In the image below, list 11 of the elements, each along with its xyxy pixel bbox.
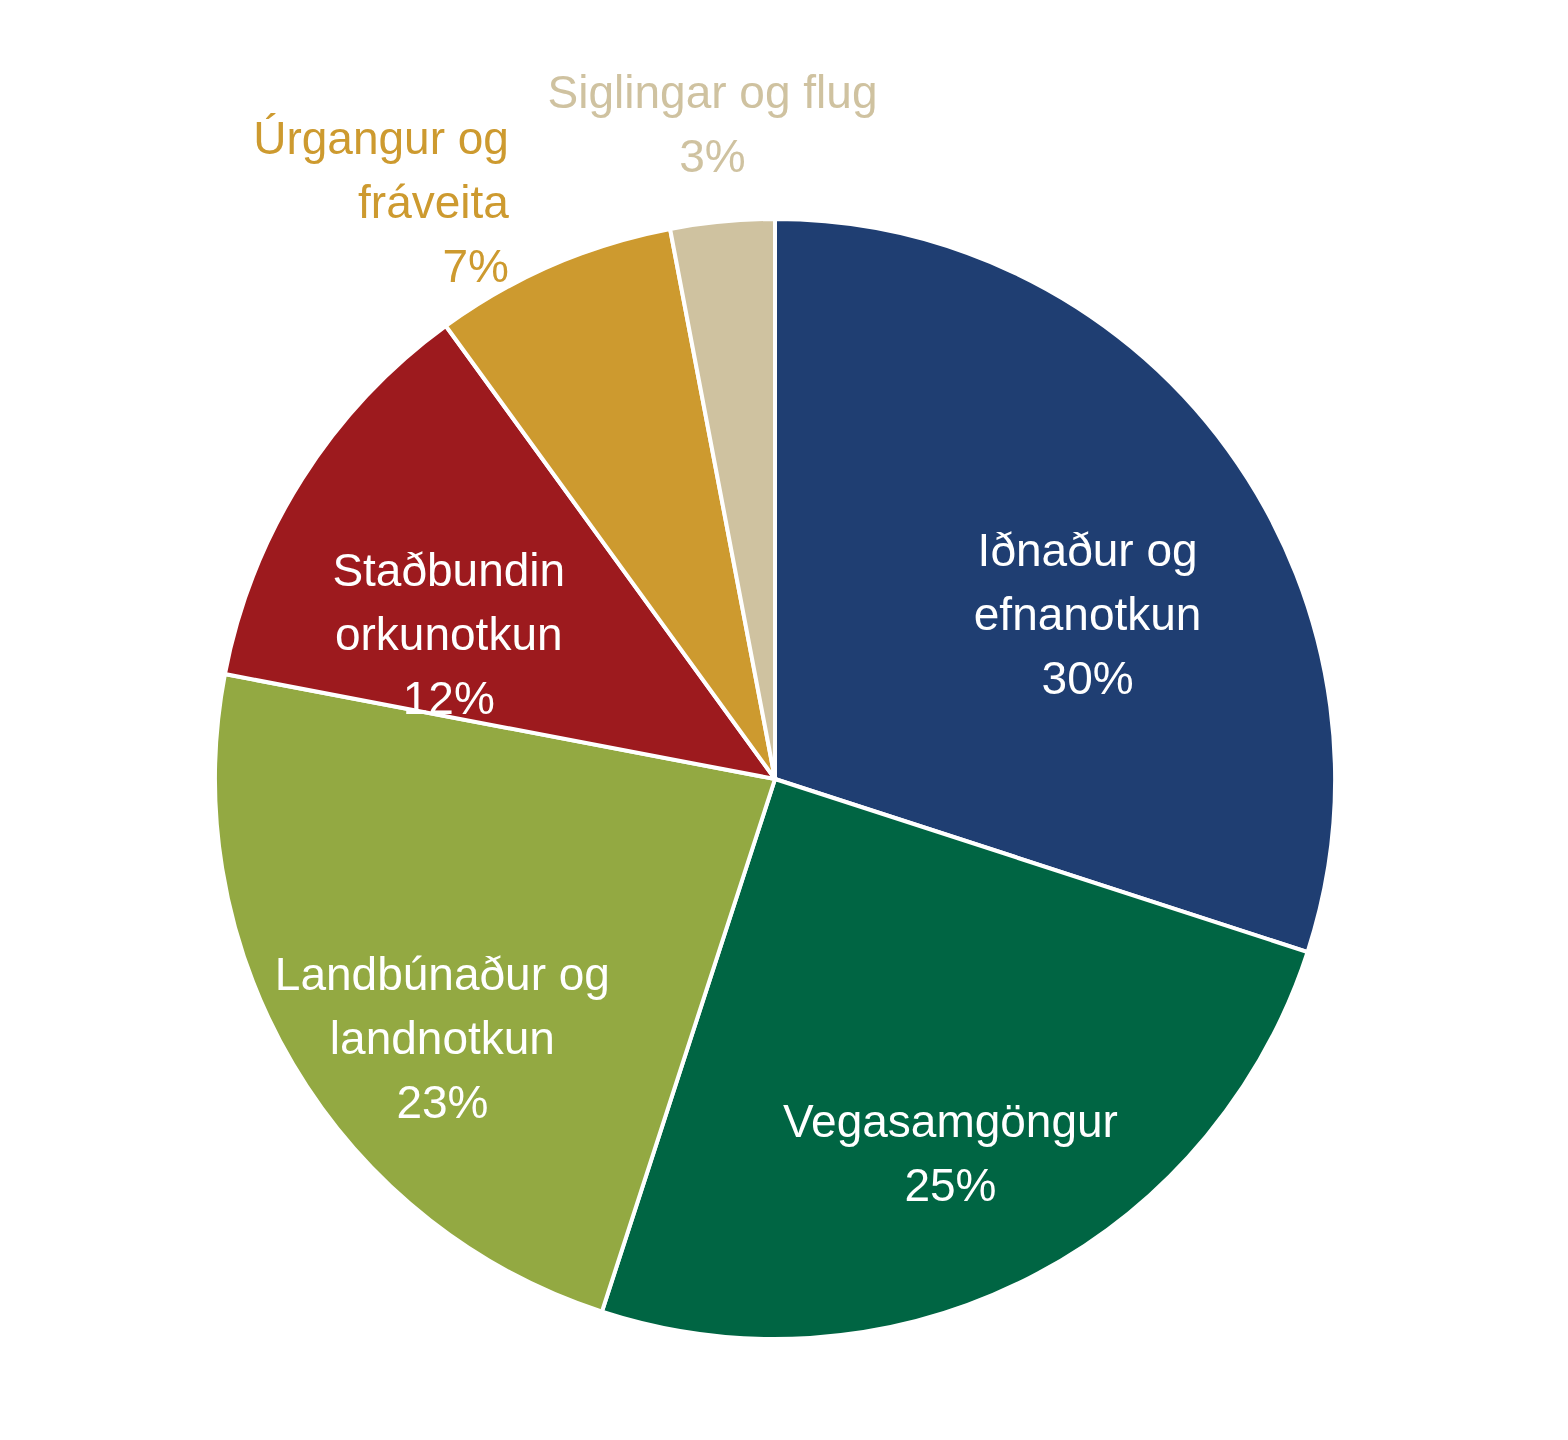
data-label: 25% <box>904 1159 997 1212</box>
slice-label: Siglingar og flug <box>547 65 878 118</box>
slice-label: Úrgangur og fráveita <box>253 112 510 229</box>
data-label: 3% <box>679 129 746 182</box>
slice-label: Staðbundin orkunotkun <box>332 543 566 660</box>
slice-label: Iðnaður og efnanotkun <box>973 523 1202 640</box>
data-label: 7% <box>442 240 509 293</box>
data-label: 30% <box>1041 651 1134 704</box>
data-label: 23% <box>396 1075 489 1128</box>
slice-label: Vegasamgöngur <box>782 1095 1118 1148</box>
slice-label: Landbúnaður og landnotkun <box>274 947 610 1064</box>
